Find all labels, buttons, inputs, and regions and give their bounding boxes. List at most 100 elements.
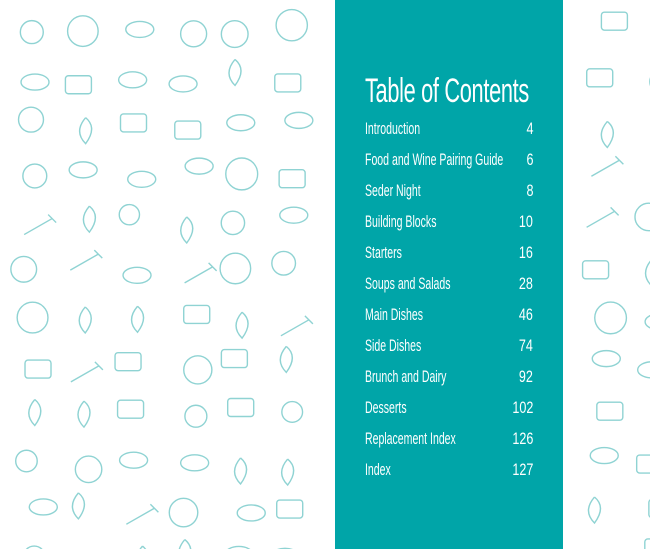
toc-entry[interactable]: Index 127 <box>365 460 533 484</box>
plate-doodle-icon <box>10 255 38 283</box>
bowl-doodle-icon <box>236 504 266 522</box>
toc-entry-page: 16 <box>518 243 533 262</box>
toc-entry[interactable]: Soups and Salads 28 <box>365 274 533 298</box>
utensil-doodle-icon <box>591 155 624 177</box>
plate-doodle-icon <box>74 455 103 484</box>
dish-doodle-icon <box>596 401 624 421</box>
bowl-doodle-icon <box>28 498 58 516</box>
toc-entry-page: 28 <box>518 274 533 293</box>
toc-entry-label: Index <box>365 460 391 479</box>
plate-doodle-icon <box>66 15 99 48</box>
plate-doodle-icon <box>19 19 44 45</box>
bowl-doodle-icon <box>184 157 214 175</box>
vegetable-doodle-icon <box>82 205 97 234</box>
toc-entry[interactable]: Brunch and Dairy 92 <box>365 367 533 391</box>
toc-entry[interactable]: Main Dishes 46 <box>365 305 533 329</box>
bowl-doodle-icon <box>279 206 309 224</box>
plate-doodle-icon <box>219 252 252 285</box>
dish-doodle-icon <box>586 68 614 88</box>
plate-doodle-icon <box>634 202 650 232</box>
bowl-doodle-icon <box>227 545 251 549</box>
bowl-doodle-icon <box>168 75 198 93</box>
utensil-doodle-icon <box>70 361 104 383</box>
bowl-doodle-icon <box>117 71 148 89</box>
plate-doodle-icon <box>184 404 208 428</box>
toc-entry-label: Brunch and Dairy <box>365 367 447 386</box>
dish-doodle-icon <box>648 499 650 518</box>
bowl-doodle-icon <box>644 314 650 329</box>
bowl-doodle-icon <box>125 20 155 39</box>
plate-doodle-icon <box>225 157 259 191</box>
plate-doodle-icon <box>271 250 297 276</box>
utensil-doodle-icon <box>69 249 103 271</box>
vegetable-doodle-icon <box>180 216 194 245</box>
plate-doodle-icon <box>275 8 309 42</box>
toc-entry[interactable]: Introduction 4 <box>365 119 533 143</box>
toc-entry-label: Introduction <box>365 119 421 138</box>
dish-doodle-icon <box>581 260 610 280</box>
toc-entry-page: 74 <box>518 336 533 355</box>
toc-entry[interactable]: Side Dishes 74 <box>365 336 533 360</box>
toc-entry-page: 6 <box>525 150 533 169</box>
utensil-doodle-icon <box>184 262 218 284</box>
toc-title: Table of Contents <box>365 72 529 110</box>
vegetable-doodle-icon <box>77 400 91 429</box>
toc-entry-label: Side Dishes <box>365 336 422 355</box>
vegetable-doodle-icon <box>78 306 92 335</box>
bowl-doodle-icon <box>118 451 149 469</box>
toc-entry[interactable]: Building Blocks 10 <box>365 212 533 236</box>
toc-entry[interactable]: Food and Wine Pairing Guide 6 <box>365 150 533 174</box>
toc-entry[interactable]: Starters 16 <box>365 243 533 267</box>
toc-entry[interactable]: Replacement Index 126 <box>365 429 533 453</box>
plate-doodle-icon <box>25 545 43 549</box>
bowl-doodle-icon <box>226 114 256 132</box>
plate-doodle-icon <box>183 355 213 385</box>
plate-doodle-icon <box>17 106 45 133</box>
dish-doodle-icon <box>600 11 629 31</box>
vegetable-doodle-icon <box>28 398 42 427</box>
dish-doodle-icon <box>220 348 249 369</box>
toc-entry-label: Soups and Salads <box>365 274 451 293</box>
plate-doodle-icon <box>220 210 246 236</box>
vegetable-doodle-icon <box>235 311 249 340</box>
toc-entry-page: 10 <box>518 212 533 231</box>
vegetable-doodle-icon <box>280 458 295 487</box>
toc-entry-label: Seder Night <box>365 181 421 200</box>
toc-entry-label: Replacement Index <box>365 429 456 448</box>
bowl-doodle-icon <box>179 454 210 472</box>
vegetable-doodle-icon <box>78 117 93 145</box>
toc-entry-label: Main Dishes <box>365 305 423 324</box>
plate-doodle-icon <box>179 20 208 48</box>
bowl-doodle-icon <box>122 266 152 284</box>
toc-entry-label: Starters <box>365 243 402 262</box>
toc-entry-page: 4 <box>525 119 533 138</box>
toc-entry[interactable]: Seder Night 8 <box>365 181 533 205</box>
bowl-doodle-icon <box>591 349 621 368</box>
toc-entry[interactable]: Desserts 102 <box>365 398 533 422</box>
vegetable-doodle-icon <box>233 457 248 486</box>
dish-doodle-icon <box>114 351 142 372</box>
vegetable-doodle-icon <box>130 305 145 334</box>
dish-doodle-icon <box>635 454 650 474</box>
dish-doodle-icon <box>174 120 202 140</box>
plate-doodle-icon <box>168 497 199 528</box>
toc-entry-page: 102 <box>512 398 533 417</box>
dish-doodle-icon <box>274 73 302 93</box>
toc-entry-label: Food and Wine Pairing Guide <box>365 150 504 169</box>
bowl-doodle-icon <box>20 73 50 91</box>
vegetable-doodle-icon <box>228 58 242 87</box>
dish-doodle-icon <box>119 113 148 133</box>
dish-doodle-icon <box>116 399 145 419</box>
plate-doodle-icon <box>16 301 49 334</box>
plate-doodle-icon <box>594 301 628 335</box>
bowl-doodle-icon <box>636 361 650 379</box>
vegetable-doodle-icon <box>71 492 86 520</box>
toc-entry-page: 46 <box>518 305 533 324</box>
plate-doodle-icon <box>118 203 141 226</box>
plate-doodle-icon <box>281 400 304 424</box>
bowl-doodle-icon <box>277 547 293 549</box>
utensil-doodle-icon <box>280 315 314 337</box>
plate-doodle-icon <box>22 163 48 189</box>
toc-entry-page: 8 <box>525 181 533 200</box>
